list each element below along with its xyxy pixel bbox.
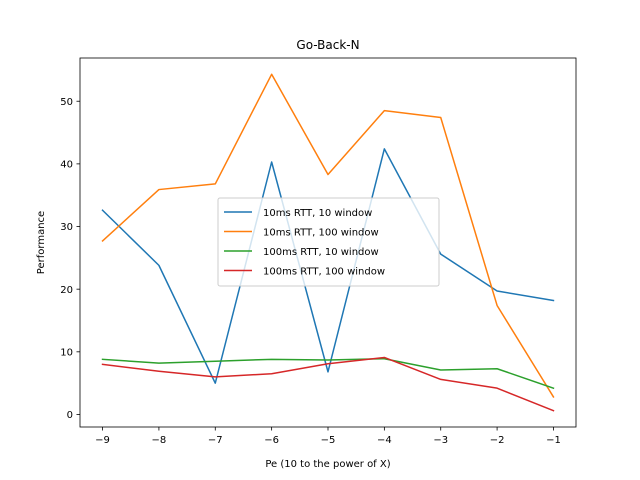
x-tick-label: −1 — [546, 435, 561, 446]
legend: 10ms RTT, 10 window 10ms RTT, 100 window 1… — [217, 197, 440, 287]
y-tick-label: 40 — [60, 159, 73, 170]
series-line-1 — [101, 148, 555, 384]
y-tick-label: 30 — [60, 222, 73, 233]
y-axis-ticks: 0 10 20 30 40 50 — [60, 97, 80, 421]
x-tick-label: −3 — [433, 435, 448, 446]
y-tick-label: 10 — [60, 347, 73, 358]
x-tick-label: −7 — [208, 435, 223, 446]
x-axis-ticks: −9 −8 −7 −6 −5 −4 −3 −2 −1 — [95, 427, 561, 446]
y-axis-label: Performance — [36, 211, 47, 274]
legend-entry-3: 100ms RTT, 10 window — [263, 247, 379, 258]
x-tick-label: −4 — [377, 435, 392, 446]
x-tick-label: −5 — [321, 435, 336, 446]
legend-entry-2: 10ms RTT, 100 window — [263, 228, 379, 239]
chart-title: Go-Back-N — [296, 38, 359, 52]
series-lines — [101, 73, 555, 412]
x-tick-label: −2 — [490, 435, 505, 446]
series-line-3 — [101, 357, 555, 390]
y-tick-label: 20 — [60, 285, 73, 296]
legend-entry-1: 10ms RTT, 10 window — [263, 208, 372, 219]
series-line-4 — [101, 356, 555, 412]
x-tick-label: −8 — [152, 435, 167, 446]
legend-box — [217, 197, 440, 287]
x-tick-label: −6 — [264, 435, 279, 446]
y-tick-label: 50 — [60, 97, 73, 108]
y-tick-label: 0 — [67, 410, 73, 421]
x-axis-label: Pe (10 to the power of X) — [265, 459, 390, 470]
x-tick-label: −9 — [95, 435, 110, 446]
axes-frame — [79, 57, 577, 428]
legend-entry-4: 100ms RTT, 100 window — [263, 267, 385, 278]
series-line-2 — [101, 73, 555, 398]
